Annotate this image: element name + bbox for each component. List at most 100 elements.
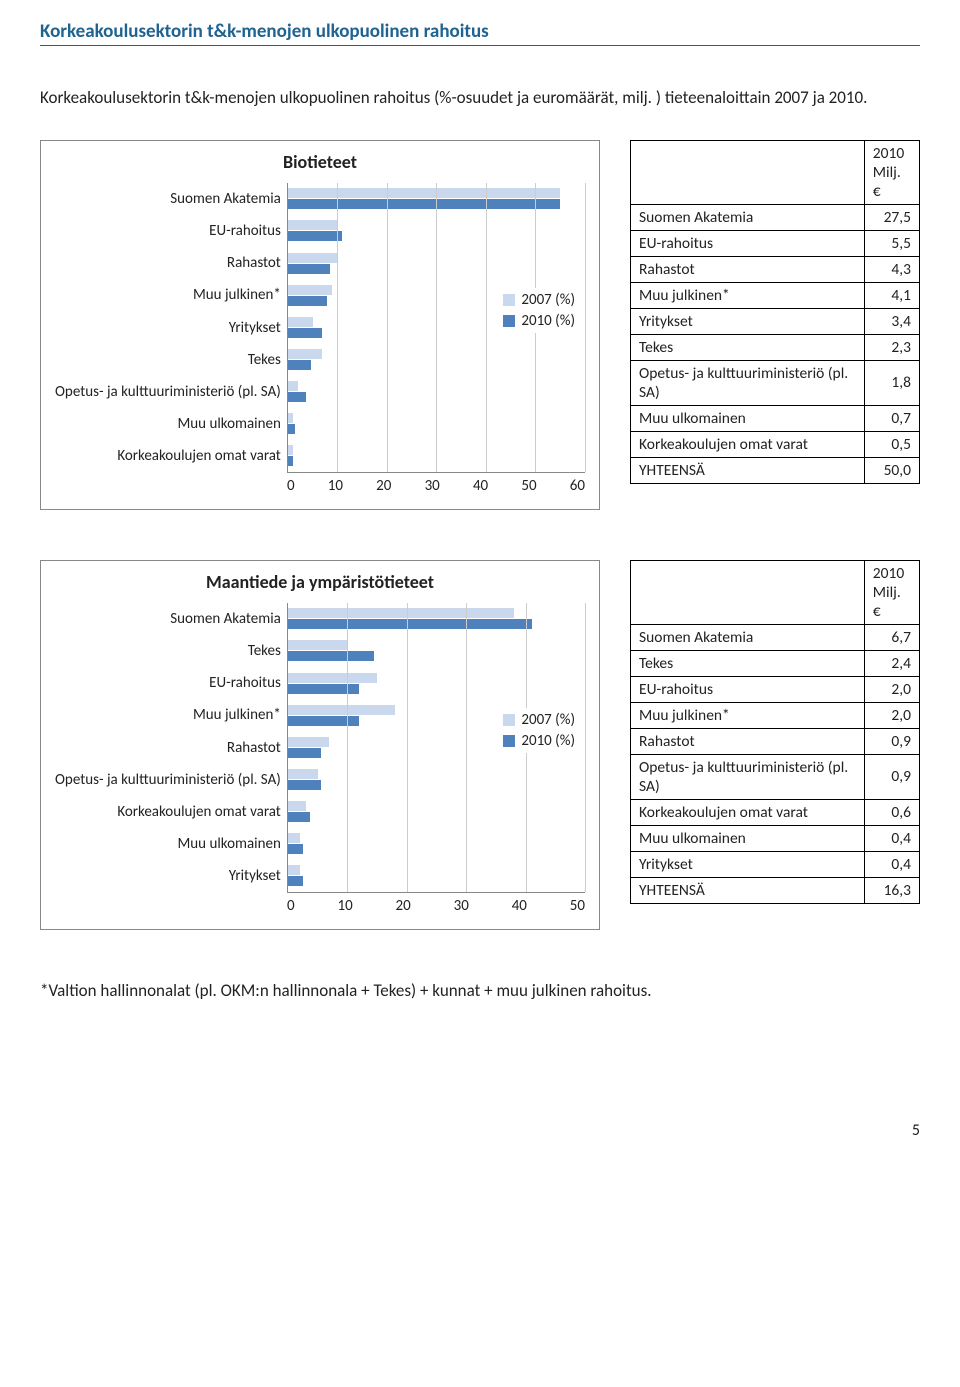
bar-2007 <box>288 833 300 843</box>
x-tick: 30 <box>454 897 469 915</box>
chart-maantiede: Maantiede ja ympäristötieteet Suomen Aka… <box>40 560 600 930</box>
table1-header: 2010Milj. € <box>864 140 919 204</box>
chart-biotieteet: Biotieteet Suomen AkatemiaEU-rahoitusRah… <box>40 140 600 510</box>
table-row-value: 4,3 <box>864 256 919 282</box>
x-tick: 50 <box>570 897 585 915</box>
chart-category-label: Korkeakoulujen omat varat <box>55 796 281 828</box>
bar-2007 <box>288 349 323 359</box>
table-row-value: 0,4 <box>864 851 919 877</box>
chart-category-label: Yritykset <box>55 861 281 893</box>
bar-2010 <box>288 424 295 434</box>
table-row-value: 2,0 <box>864 676 919 702</box>
table-row: Suomen Akatemia27,5 <box>631 204 920 230</box>
bar-pair <box>288 828 585 860</box>
x-tick: 30 <box>425 477 440 495</box>
x-tick: 0 <box>287 897 295 915</box>
bar-pair <box>288 763 585 795</box>
chart-category-label: Muu ulkomainen <box>55 408 281 440</box>
section-maantiede: Maantiede ja ympäristötieteet Suomen Aka… <box>40 560 920 930</box>
chart-category-label: Muu ulkomainen <box>55 828 281 860</box>
bar-2010 <box>288 812 310 822</box>
bar-2007 <box>288 317 313 327</box>
table-row: Tekes2,3 <box>631 334 920 360</box>
chart2-title: Maantiede ja ympäristötieteet <box>55 571 585 593</box>
chart-category-label: Muu julkinen* <box>55 700 281 732</box>
table-row-value: 1,8 <box>864 360 919 405</box>
bar-pair <box>288 667 585 699</box>
table-row-label: Suomen Akatemia <box>631 624 865 650</box>
table-row: Muu julkinen*4,1 <box>631 282 920 308</box>
chart1-xticks: 0102030405060 <box>287 477 585 495</box>
table-row-value: 3,4 <box>864 308 919 334</box>
chart-category-label: Korkeakoulujen omat varat <box>55 441 281 473</box>
table-biotieteet: 2010Milj. € Suomen Akatemia27,5EU-rahoit… <box>630 140 920 484</box>
table-row-label: Rahastot <box>631 728 865 754</box>
chart2-ylabels: Suomen AkatemiaTekesEU-rahoitusMuu julki… <box>55 603 287 893</box>
bar-2007 <box>288 737 330 747</box>
bar-2010 <box>288 780 321 790</box>
bar-2007 <box>288 673 377 683</box>
table-row: Yritykset3,4 <box>631 308 920 334</box>
table-row: Suomen Akatemia6,7 <box>631 624 920 650</box>
bar-2010 <box>288 199 560 209</box>
chart1-ylabels: Suomen AkatemiaEU-rahoitusRahastotMuu ju… <box>55 183 287 473</box>
bar-2010 <box>288 264 330 274</box>
legend-2007-label: 2007 (%) <box>521 291 575 309</box>
bar-2010 <box>288 392 306 402</box>
bar-2010 <box>288 296 328 306</box>
chart-category-label: Yritykset <box>55 312 281 344</box>
section-biotieteet: Biotieteet Suomen AkatemiaEU-rahoitusRah… <box>40 140 920 510</box>
bar-pair <box>288 796 585 828</box>
table-row-value: 0,5 <box>864 431 919 457</box>
table-row-label: YHTEENSÄ <box>631 457 865 483</box>
table-row-value: 6,7 <box>864 624 919 650</box>
x-tick: 60 <box>570 477 585 495</box>
table-row-label: Muu ulkomainen <box>631 405 865 431</box>
table-row-label: YHTEENSÄ <box>631 877 865 903</box>
table-row: Rahastot4,3 <box>631 256 920 282</box>
bar-pair <box>288 603 585 635</box>
chart1-title: Biotieteet <box>55 151 585 173</box>
table-row-label: Korkeakoulujen omat varat <box>631 431 865 457</box>
table-row: Muu ulkomainen0,7 <box>631 405 920 431</box>
table-row: EU-rahoitus5,5 <box>631 230 920 256</box>
table-row: Opetus- ja kulttuuriministeriö (pl. SA)0… <box>631 754 920 799</box>
table-row-value: 2,3 <box>864 334 919 360</box>
bar-2007 <box>288 705 395 715</box>
bar-2007 <box>288 253 338 263</box>
table-maantiede: 2010Milj. € Suomen Akatemia6,7Tekes2,4EU… <box>630 560 920 904</box>
chart-category-label: Opetus- ja kulttuuriministeriö (pl. SA) <box>55 376 281 408</box>
bar-2007 <box>288 865 300 875</box>
table-row: YHTEENSÄ50,0 <box>631 457 920 483</box>
bar-2007 <box>288 188 560 198</box>
table-row: Muu ulkomainen0,4 <box>631 825 920 851</box>
chart-category-label: Tekes <box>55 635 281 667</box>
page-number: 5 <box>40 1121 920 1140</box>
table-row-label: Yritykset <box>631 308 865 334</box>
table-row-label: EU-rahoitus <box>631 230 865 256</box>
bar-2010 <box>288 684 359 694</box>
x-tick: 40 <box>512 897 527 915</box>
bar-2010 <box>288 231 342 241</box>
intro-text: Korkeakoulusektorin t&k-menojen ulkopuol… <box>40 86 920 110</box>
table-row-value: 0,9 <box>864 754 919 799</box>
x-tick: 20 <box>396 897 411 915</box>
x-tick: 50 <box>521 477 536 495</box>
bar-2007 <box>288 381 298 391</box>
table-row-label: Tekes <box>631 334 865 360</box>
x-tick: 40 <box>473 477 488 495</box>
table-row-value: 0,9 <box>864 728 919 754</box>
chart-category-label: Rahastot <box>55 247 281 279</box>
table-row: Muu julkinen*2,0 <box>631 702 920 728</box>
table-row-value: 16,3 <box>864 877 919 903</box>
chart-category-label: EU-rahoitus <box>55 215 281 247</box>
table-row-label: Muu ulkomainen <box>631 825 865 851</box>
table-row-value: 0,7 <box>864 405 919 431</box>
bar-2007 <box>288 445 293 455</box>
table-row-label: Muu julkinen* <box>631 282 865 308</box>
table-row-label: Tekes <box>631 650 865 676</box>
bar-2007 <box>288 285 333 295</box>
table-row-value: 2,0 <box>864 702 919 728</box>
bar-2007 <box>288 608 514 618</box>
bar-2007 <box>288 769 318 779</box>
